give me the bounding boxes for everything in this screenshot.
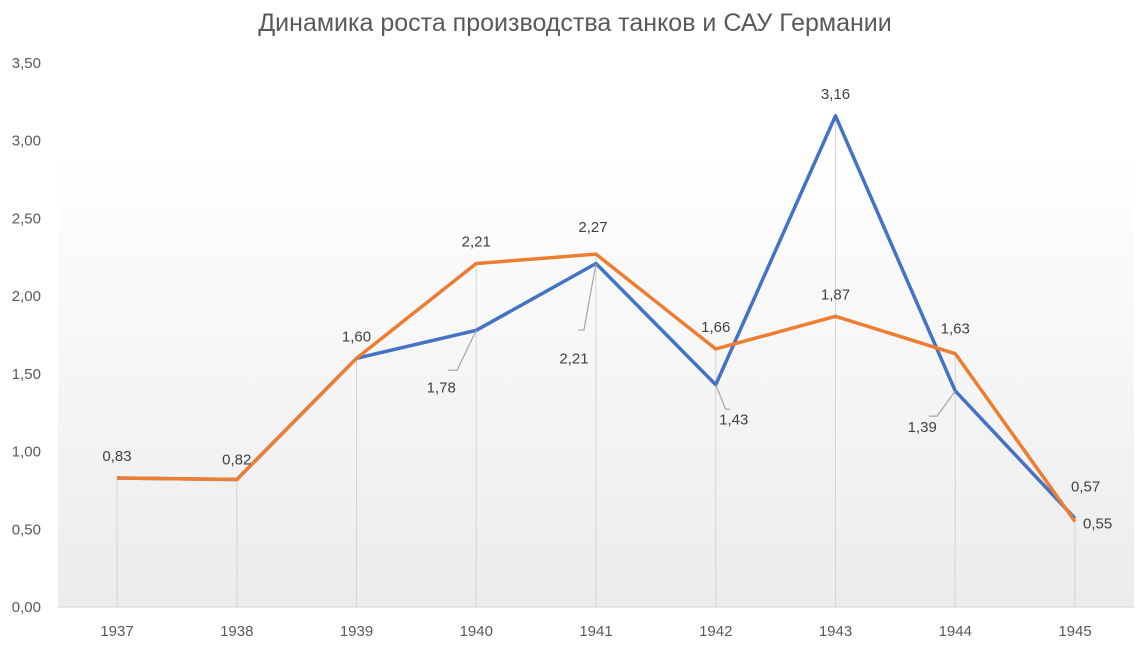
x-tick-label: 1939: [340, 623, 373, 640]
y-tick-label: 2,50: [12, 210, 41, 227]
data-label: 3,16: [821, 86, 850, 103]
data-label: 2,21: [462, 234, 491, 251]
data-label: 0,82: [222, 452, 251, 469]
data-label: 1,78: [427, 379, 456, 396]
y-tick-label: 0,00: [12, 599, 41, 616]
data-label: 1,43: [719, 412, 748, 429]
y-tick-label: 1,50: [12, 366, 41, 383]
x-tick-label: 1943: [819, 623, 852, 640]
x-tick-label: 1944: [939, 623, 972, 640]
label-leader-line: [928, 390, 956, 417]
data-label: 0,83: [102, 448, 131, 465]
y-tick-label: 3,00: [12, 133, 41, 150]
chart-title: Динамика роста производства танков и САУ…: [258, 9, 891, 37]
data-label: 2,21: [559, 351, 588, 368]
x-tick-label: 1945: [1058, 623, 1091, 640]
data-label: 1,63: [941, 321, 970, 338]
data-label: 1,87: [821, 286, 850, 303]
y-tick-label: 1,00: [12, 444, 41, 461]
y-tick-label: 3,50: [12, 55, 41, 72]
data-label: 0,57: [1071, 478, 1100, 495]
series-line-2: [116, 252, 1077, 523]
label-leader-line: [578, 263, 597, 331]
data-label: 0,55: [1083, 516, 1112, 533]
x-tick-label: 1938: [220, 623, 253, 640]
y-tick-label: 0,50: [12, 521, 41, 538]
data-label: 1,39: [908, 419, 937, 436]
x-tick-label: 1937: [100, 623, 133, 640]
x-tick-label: 1940: [460, 623, 493, 640]
label-leader-line: [715, 384, 731, 410]
data-label: 2,27: [578, 219, 607, 236]
label-leader-line: [448, 330, 477, 371]
data-label: 1,66: [701, 319, 730, 336]
x-tick-label: 1941: [579, 623, 612, 640]
y-tick-label: 2,00: [12, 288, 41, 305]
x-tick-label: 1942: [699, 623, 732, 640]
data-label: 1,60: [342, 328, 371, 345]
